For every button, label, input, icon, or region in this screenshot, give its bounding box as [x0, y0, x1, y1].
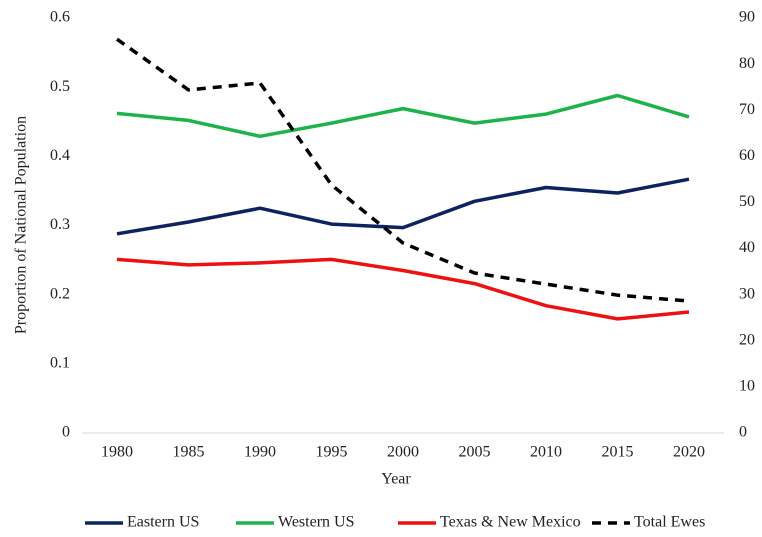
- legend-label: Eastern US: [127, 514, 199, 531]
- y2-tick-label: 0: [739, 424, 747, 441]
- y2-tick-label: 40: [739, 239, 755, 256]
- y2-tick-label: 10: [739, 378, 755, 395]
- y-tick-label: 0.3: [50, 216, 70, 233]
- x-tick-label: 2005: [459, 444, 491, 461]
- series-line: [115, 37, 690, 303]
- x-axis-title: Year: [381, 471, 411, 488]
- y2-tick-label: 50: [739, 193, 755, 210]
- y-tick-label: 0.6: [50, 9, 70, 26]
- x-tick-label: 2010: [530, 444, 562, 461]
- y2-tick-label: 60: [739, 147, 755, 164]
- y-axis-title: Proportion of National Population: [13, 116, 30, 334]
- series-line: [116, 257, 690, 321]
- x-tick-label: 1995: [316, 444, 348, 461]
- legend-label: Texas & New Mexico: [440, 514, 581, 531]
- series-line: [116, 177, 690, 236]
- x-tick-label: 2000: [387, 444, 419, 461]
- x-tick-label: 1980: [101, 444, 133, 461]
- y2-tick-label: 20: [739, 331, 755, 348]
- y-tick-label: 0.1: [50, 355, 70, 372]
- x-tick-label: 2015: [602, 444, 634, 461]
- y-tick-label: 0: [62, 424, 70, 441]
- x-tick-label: 2020: [673, 444, 705, 461]
- y-tick-label: 0.4: [50, 147, 70, 164]
- y-tick-label: 0.5: [50, 78, 70, 95]
- x-tick-label: 1990: [244, 444, 276, 461]
- legend-label: Western US: [278, 514, 354, 531]
- y2-tick-label: 90: [739, 9, 755, 26]
- y2-tick-label: 80: [739, 55, 755, 72]
- y2-tick-label: 70: [739, 101, 755, 118]
- legend-label: Total Ewes: [634, 514, 705, 531]
- series-line: [116, 93, 690, 139]
- x-tick-label: 1985: [173, 444, 205, 461]
- y-tick-label: 0.2: [50, 285, 70, 302]
- y2-tick-label: 30: [739, 285, 755, 302]
